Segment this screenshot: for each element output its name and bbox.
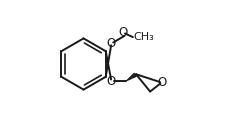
Text: O: O bbox=[106, 75, 116, 88]
Text: O: O bbox=[106, 37, 116, 50]
Text: O: O bbox=[118, 26, 127, 39]
Text: CH₃: CH₃ bbox=[133, 32, 154, 42]
Text: O: O bbox=[156, 76, 166, 89]
